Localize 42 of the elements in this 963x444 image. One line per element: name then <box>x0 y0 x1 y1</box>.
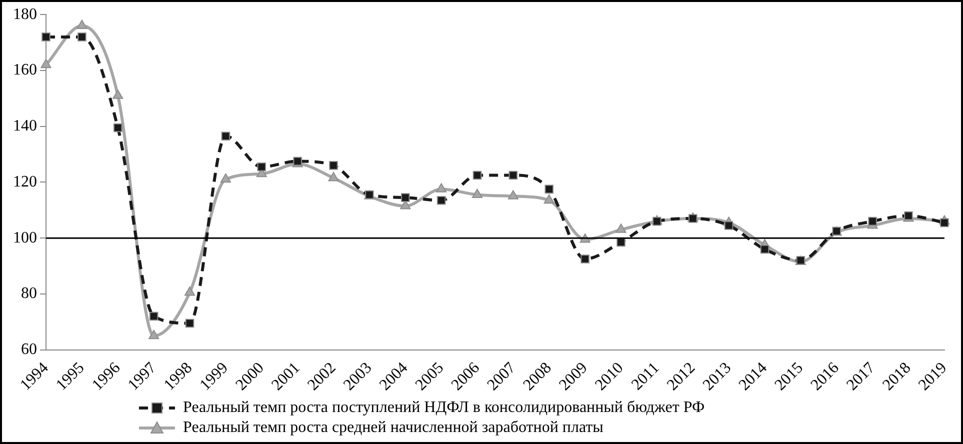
point <box>112 90 124 99</box>
y-tick-label: 120 <box>13 173 37 190</box>
point <box>149 312 158 321</box>
y-tick-label: 160 <box>13 62 37 79</box>
point <box>868 216 877 226</box>
point <box>508 170 518 180</box>
point <box>78 32 86 42</box>
point <box>328 172 339 182</box>
point <box>185 318 194 328</box>
y-tick-label: 140 <box>13 118 37 135</box>
point <box>544 184 554 194</box>
point <box>436 196 446 205</box>
y-tick-label: 100 <box>13 229 37 246</box>
x-tick-label: 2001 <box>268 359 304 394</box>
point <box>257 162 266 172</box>
x-tick-label: 1999 <box>196 359 232 394</box>
point <box>616 224 626 233</box>
point <box>400 193 410 202</box>
point <box>184 286 196 296</box>
point <box>724 221 734 230</box>
y-tick-label: 60 <box>21 341 37 358</box>
point <box>508 190 518 200</box>
y-tick-label: 180 <box>13 6 37 23</box>
legend-label: Реальный темп роста средней начисленной заработной платы <box>183 419 604 437</box>
point <box>472 170 482 180</box>
point <box>220 173 231 183</box>
point <box>329 161 338 170</box>
point <box>221 132 230 140</box>
point <box>544 194 554 204</box>
point <box>148 330 160 340</box>
x-tick-label: 2011 <box>628 359 663 394</box>
point <box>472 188 483 198</box>
y-tick-label: 80 <box>21 285 37 302</box>
point <box>760 244 770 254</box>
point <box>113 123 122 132</box>
point <box>76 20 88 30</box>
point <box>940 218 949 228</box>
point <box>580 254 590 264</box>
point <box>436 183 447 192</box>
legend-label: Реальный темп роста поступлений НДФЛ в консолидированный бюджет РФ <box>183 399 705 417</box>
point <box>42 32 50 42</box>
point <box>40 58 52 68</box>
